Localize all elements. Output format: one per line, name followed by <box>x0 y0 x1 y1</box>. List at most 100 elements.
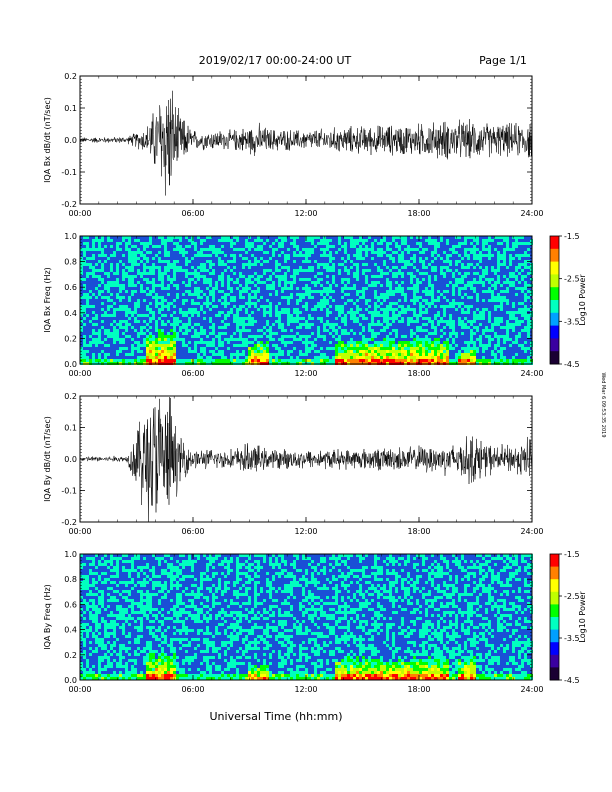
spectrogram-cell <box>392 350 395 353</box>
spectrogram-cell <box>275 275 278 278</box>
spectrogram-cell <box>170 650 173 653</box>
spectrogram-cell <box>434 347 437 350</box>
spectrogram-cell <box>131 260 134 263</box>
spectrogram-cell <box>122 278 125 281</box>
spectrogram-cell <box>185 560 188 563</box>
spectrogram-cell <box>476 314 479 317</box>
spectrogram-cell <box>494 344 497 347</box>
spectrogram-cell <box>179 671 182 674</box>
spectrogram-cell <box>98 356 101 359</box>
spectrogram-cell <box>500 284 503 287</box>
spectrogram-cell <box>422 260 425 263</box>
spectrogram-cell <box>83 338 86 341</box>
spectrogram-cell <box>104 665 107 668</box>
spectrogram-cell <box>227 287 230 290</box>
spectrogram-cell <box>272 272 275 275</box>
spectrogram-cell <box>446 338 449 341</box>
spectrogram-cell <box>386 338 389 341</box>
spectrogram-cell <box>95 605 98 608</box>
spectrogram-cell <box>392 314 395 317</box>
spectrogram-cell <box>110 569 113 572</box>
spectrogram-cell <box>251 320 254 323</box>
spectrogram-cell <box>137 248 140 251</box>
spectrogram-cell <box>413 350 416 353</box>
spectrogram-cell <box>305 236 308 239</box>
spectrogram-cell <box>161 620 164 623</box>
spectrogram-cell <box>83 284 86 287</box>
spectrogram-cell <box>149 641 152 644</box>
spectrogram-cell <box>338 272 341 275</box>
spectrogram-cell <box>260 347 263 350</box>
spectrogram-cell <box>146 668 149 671</box>
spectrogram-cell <box>329 341 332 344</box>
spectrogram-cell <box>527 272 530 275</box>
spectrogram-cell <box>128 248 131 251</box>
spectrogram-cell <box>197 290 200 293</box>
spectrogram-cell <box>404 239 407 242</box>
spectrogram-cell <box>239 611 242 614</box>
spectrogram-cell <box>92 674 95 677</box>
spectrogram-cell <box>308 326 311 329</box>
spectrogram-cell <box>227 677 230 680</box>
spectrogram-cell <box>89 668 92 671</box>
spectrogram-cell <box>125 650 128 653</box>
spectrogram-cell <box>86 305 89 308</box>
spectrogram-cell <box>179 248 182 251</box>
spectrogram-cell <box>365 245 368 248</box>
spectrogram-cell <box>89 263 92 266</box>
spectrogram-cell <box>245 287 248 290</box>
spectrogram-cell <box>119 650 122 653</box>
spectrogram-cell <box>308 323 311 326</box>
spectrogram-cell <box>356 308 359 311</box>
spectrogram-cell <box>410 329 413 332</box>
spectrogram-cell <box>152 338 155 341</box>
spectrogram-cell <box>182 620 185 623</box>
spectrogram-cell <box>422 299 425 302</box>
spectrogram-cell <box>365 344 368 347</box>
spectrogram-cell <box>143 581 146 584</box>
spectrogram-cell <box>206 629 209 632</box>
spectrogram-cell <box>347 353 350 356</box>
spectrogram-cell <box>80 350 83 353</box>
spectrogram-cell <box>197 617 200 620</box>
spectrogram-cell <box>212 584 215 587</box>
spectrogram-cell <box>137 335 140 338</box>
spectrogram-cell <box>344 242 347 245</box>
colorbar-segment <box>550 248 559 253</box>
spectrogram-cell <box>92 245 95 248</box>
spectrogram-cell <box>206 617 209 620</box>
spectrogram-cell <box>95 614 98 617</box>
spectrogram-cell <box>176 566 179 569</box>
spectrogram-cell <box>395 272 398 275</box>
spectrogram-cell <box>125 314 128 317</box>
spectrogram-cell <box>215 665 218 668</box>
spectrogram-cell <box>338 311 341 314</box>
spectrogram-cell <box>329 326 332 329</box>
spectrogram-cell <box>470 350 473 353</box>
spectrogram-cell <box>116 350 119 353</box>
spectrogram-cell <box>176 242 179 245</box>
spectrogram-cell <box>524 281 527 284</box>
spectrogram-cell <box>137 575 140 578</box>
spectrogram-cell <box>353 356 356 359</box>
spectrogram-cell <box>131 266 134 269</box>
spectrogram-cell <box>380 314 383 317</box>
spectrogram-cell <box>254 263 257 266</box>
spectrogram-cell <box>326 281 329 284</box>
spectrogram-cell <box>170 557 173 560</box>
spectrogram-cell <box>173 269 176 272</box>
spectrogram-cell <box>218 275 221 278</box>
spectrogram-cell <box>467 350 470 353</box>
spectrogram-cell <box>494 317 497 320</box>
spectrogram-cell <box>407 272 410 275</box>
spectrogram-cell <box>284 344 287 347</box>
spectrogram-cell <box>212 641 215 644</box>
spectrogram-cell <box>524 287 527 290</box>
spectrogram-cell <box>305 308 308 311</box>
spectrogram-cell <box>92 248 95 251</box>
spectrogram-cell <box>506 278 509 281</box>
spectrogram-cell <box>173 275 176 278</box>
spectrogram-cell <box>359 347 362 350</box>
spectrogram-cell <box>317 305 320 308</box>
spectrogram-cell <box>92 599 95 602</box>
